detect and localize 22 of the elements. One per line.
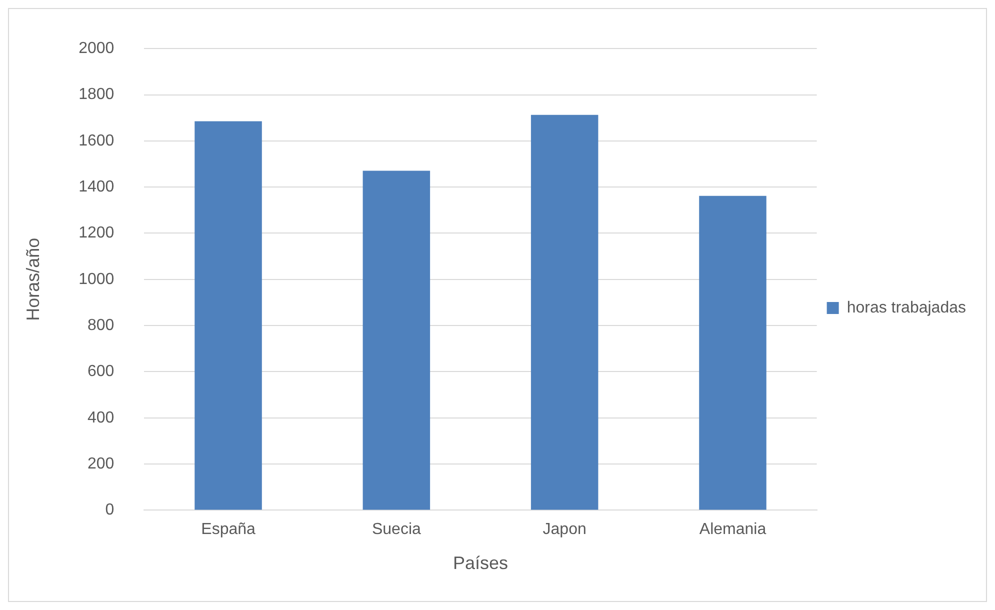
x-tick-label: España: [201, 521, 256, 538]
bar: [194, 121, 262, 510]
y-tick-label: 800: [87, 316, 114, 334]
y-tick-label: 2000: [78, 40, 114, 58]
y-tick-label: 1400: [78, 178, 114, 196]
y-tick-label: 200: [87, 455, 114, 472]
y-tick-label: 1600: [78, 132, 114, 150]
bar: [699, 196, 766, 510]
y-axis-title: Horas/año: [22, 238, 43, 321]
y-tick-label: 600: [87, 363, 114, 380]
bar: [530, 114, 598, 510]
legend-label: horas trabajadas: [846, 299, 966, 316]
x-tick-label: Japon: [542, 521, 586, 538]
x-tick-label: Suecia: [372, 521, 421, 538]
y-tick-label: 1200: [78, 224, 114, 242]
x-tick-label: Alemania: [699, 521, 766, 538]
y-tick-label: 400: [87, 409, 114, 426]
x-axis-title: Países: [452, 553, 508, 574]
y-tick-label: 1800: [78, 86, 114, 104]
bar: [362, 170, 430, 510]
y-tick-label: 1000: [78, 270, 114, 288]
y-tick-label: 0: [105, 502, 114, 519]
